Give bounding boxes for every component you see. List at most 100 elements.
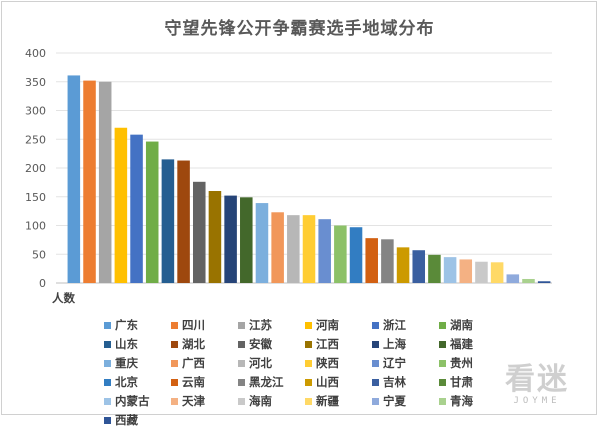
legend-swatch bbox=[439, 321, 446, 329]
watermark-main-text: 看迷 bbox=[505, 362, 569, 397]
legend-item: 河北 bbox=[238, 354, 305, 372]
legend-label: 湖南 bbox=[450, 318, 473, 332]
legend-label: 江西 bbox=[316, 337, 339, 351]
legend-item: 上海 bbox=[372, 335, 439, 353]
legend-label: 四川 bbox=[182, 318, 205, 332]
bar-北京 bbox=[349, 227, 363, 283]
legend-label: 西藏 bbox=[115, 413, 138, 427]
legend-label: 海南 bbox=[249, 394, 272, 408]
legend-swatch bbox=[439, 397, 446, 405]
bar-浙江 bbox=[130, 134, 143, 283]
y-tick-label: 0 bbox=[39, 277, 46, 290]
legend-item: 四川 bbox=[171, 316, 238, 334]
bar-上海 bbox=[224, 195, 237, 283]
legend-item: 天津 bbox=[171, 392, 238, 410]
legend-swatch bbox=[104, 397, 111, 405]
bar-安徽 bbox=[192, 181, 206, 283]
legend-label: 河北 bbox=[249, 356, 272, 370]
legend-swatch bbox=[372, 359, 379, 367]
bar-海南 bbox=[475, 261, 488, 283]
legend-item: 江西 bbox=[305, 335, 372, 353]
bar-江西 bbox=[208, 191, 222, 283]
legend-item: 新疆 bbox=[305, 392, 372, 410]
legend-swatch bbox=[372, 378, 379, 386]
legend-swatch bbox=[439, 378, 446, 386]
y-tick-label: 100 bbox=[25, 220, 46, 233]
legend-item: 辽宁 bbox=[372, 354, 439, 372]
legend-label: 云南 bbox=[182, 375, 205, 389]
legend-swatch bbox=[372, 397, 379, 405]
bar-四川 bbox=[83, 80, 96, 283]
legend-swatch bbox=[171, 359, 178, 367]
legend-item: 黑龙江 bbox=[238, 373, 305, 391]
legend-item: 青海 bbox=[439, 392, 506, 410]
bar-宁夏 bbox=[506, 274, 520, 284]
legend-swatch bbox=[305, 359, 312, 367]
legend-swatch bbox=[305, 340, 312, 348]
legend-label: 广东 bbox=[115, 318, 138, 332]
bar-吉林 bbox=[412, 250, 426, 283]
legend-item: 西藏 bbox=[104, 411, 171, 429]
bar-江苏 bbox=[98, 81, 112, 283]
bar-黑龙江 bbox=[381, 239, 394, 283]
legend-item: 广西 bbox=[171, 354, 238, 372]
legend-label: 吉林 bbox=[383, 375, 406, 389]
bar-河南 bbox=[114, 127, 128, 283]
legend-label: 河南 bbox=[316, 318, 339, 332]
y-tick-label: 300 bbox=[25, 105, 46, 118]
watermark-sub-text: JOYME bbox=[513, 396, 561, 406]
bar-贵州 bbox=[334, 225, 347, 283]
legend-item: 云南 bbox=[171, 373, 238, 391]
legend-item: 重庆 bbox=[104, 354, 171, 372]
legend-label: 广西 bbox=[182, 356, 205, 370]
legend-item: 贵州 bbox=[439, 354, 506, 372]
legend-item: 宁夏 bbox=[372, 392, 439, 410]
legend-swatch bbox=[238, 321, 245, 329]
bar-陕西 bbox=[302, 215, 316, 283]
y-tick-label: 350 bbox=[25, 76, 46, 89]
bar-辽宁 bbox=[318, 219, 331, 283]
legend-swatch bbox=[171, 378, 178, 386]
legend-label: 山西 bbox=[316, 375, 339, 389]
legend-label: 江苏 bbox=[249, 318, 272, 332]
y-tick-label: 50 bbox=[32, 248, 46, 261]
bar-新疆 bbox=[490, 262, 504, 283]
legend-item: 河南 bbox=[305, 316, 372, 334]
bar-河北 bbox=[287, 215, 300, 283]
bar-云南 bbox=[365, 238, 378, 283]
bar-重庆 bbox=[255, 203, 269, 283]
legend-label: 浙江 bbox=[383, 318, 406, 332]
legend-item: 北京 bbox=[104, 373, 171, 391]
legend-label: 内蒙古 bbox=[115, 394, 150, 408]
legend-swatch bbox=[372, 340, 379, 348]
legend-swatch bbox=[372, 321, 379, 329]
legend-label: 贵州 bbox=[450, 356, 473, 370]
bar-湖北 bbox=[177, 160, 190, 283]
legend-item: 安徽 bbox=[238, 335, 305, 353]
legend-label: 宁夏 bbox=[383, 394, 406, 408]
bar-山西 bbox=[396, 247, 410, 283]
y-tick-label: 150 bbox=[25, 191, 46, 204]
legend-label: 天津 bbox=[182, 394, 205, 408]
legend-item: 湖北 bbox=[171, 335, 238, 353]
bar-西藏 bbox=[537, 281, 551, 283]
legend-swatch bbox=[238, 340, 245, 348]
legend-label: 青海 bbox=[450, 394, 473, 408]
y-tick-label: 250 bbox=[25, 133, 46, 146]
legend-label: 安徽 bbox=[249, 337, 272, 351]
legend-item: 陕西 bbox=[305, 354, 372, 372]
legend-item: 山西 bbox=[305, 373, 372, 391]
chart-title: 守望先锋公开争霸赛选手地域分布 bbox=[164, 19, 435, 39]
bar-甘肃 bbox=[428, 254, 441, 283]
legend-swatch bbox=[305, 397, 312, 405]
legend-item: 甘肃 bbox=[439, 373, 506, 391]
legend-swatch bbox=[104, 359, 111, 367]
legend-label: 福建 bbox=[450, 337, 473, 351]
bar-天津 bbox=[459, 259, 473, 283]
legend-item: 江苏 bbox=[238, 316, 305, 334]
legend-swatch bbox=[104, 378, 111, 386]
legend-label: 重庆 bbox=[115, 356, 138, 370]
bar-福建 bbox=[240, 197, 253, 283]
legend-swatch bbox=[439, 359, 446, 367]
legend-swatch bbox=[171, 397, 178, 405]
